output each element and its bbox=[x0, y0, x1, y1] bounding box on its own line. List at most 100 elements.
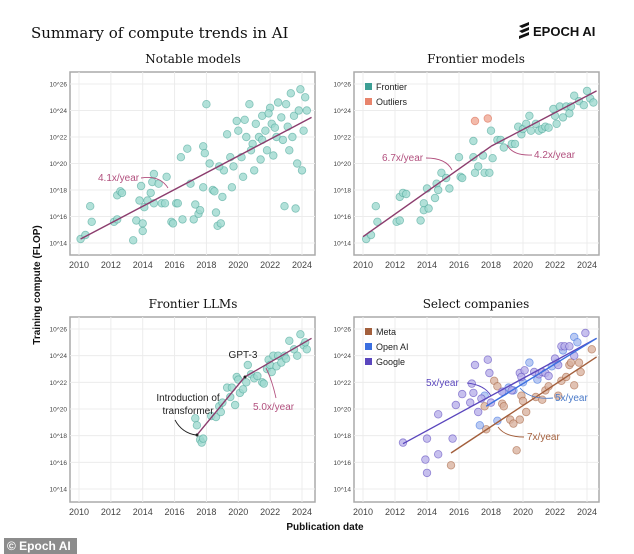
trend-line bbox=[244, 337, 312, 378]
data-point bbox=[261, 126, 270, 135]
data-point-frontier bbox=[454, 152, 464, 162]
figure-title: Summary of compute trends in AI bbox=[31, 24, 289, 42]
data-point-frontier bbox=[525, 111, 534, 120]
data-point bbox=[299, 126, 308, 135]
annotation-arrow bbox=[265, 367, 277, 399]
data-point bbox=[301, 93, 310, 102]
data-point bbox=[117, 188, 127, 198]
data-point-google bbox=[398, 438, 408, 447]
data-point bbox=[269, 151, 278, 160]
data-point bbox=[288, 132, 297, 142]
data-point-outliers bbox=[483, 114, 492, 123]
data-point-frontier bbox=[474, 162, 483, 171]
transformer-label: transformer bbox=[162, 406, 214, 417]
data-point-frontier bbox=[373, 217, 382, 226]
data-point-google bbox=[434, 450, 443, 459]
data-point bbox=[302, 345, 311, 354]
annotation-marker bbox=[243, 375, 247, 379]
data-point-frontier bbox=[430, 193, 440, 203]
data-point-meta bbox=[522, 407, 531, 417]
data-point bbox=[222, 130, 232, 139]
panel-title: Select companies bbox=[423, 297, 530, 311]
trend-line bbox=[196, 376, 246, 436]
trend-line bbox=[80, 116, 312, 240]
data-point bbox=[245, 99, 254, 109]
data-point-frontier bbox=[510, 139, 520, 149]
data-point-google bbox=[470, 360, 480, 370]
data-point bbox=[259, 379, 268, 388]
data-point-google bbox=[520, 366, 529, 375]
data-point bbox=[189, 215, 198, 224]
data-point bbox=[210, 187, 219, 196]
panel-title: Frontier LLMs bbox=[149, 297, 238, 311]
x-tick-label: 2010 bbox=[353, 507, 373, 517]
data-point-meta bbox=[446, 461, 456, 470]
trend-line bbox=[450, 356, 597, 454]
data-point-frontier bbox=[424, 204, 433, 213]
y-tick-label: 10^20 bbox=[49, 161, 67, 168]
x-tick-label: 2020 bbox=[513, 260, 533, 270]
trend-annotation: 4.1x/year bbox=[98, 173, 140, 184]
trend-annotation: 5x/year bbox=[426, 378, 459, 389]
x-tick-label: 2014 bbox=[133, 260, 153, 270]
annotation-arrow bbox=[174, 419, 197, 436]
trend-annotation: 6.7x/year bbox=[382, 153, 424, 164]
data-point-open-ai bbox=[493, 416, 502, 425]
x-tick-label: 2018 bbox=[481, 507, 501, 517]
data-point-frontier bbox=[486, 126, 496, 135]
x-tick-label: 2024 bbox=[577, 507, 597, 517]
x-tick-label: 2010 bbox=[69, 260, 89, 270]
x-tick-label: 2020 bbox=[228, 260, 248, 270]
x-tick-label: 2022 bbox=[260, 260, 280, 270]
data-point bbox=[178, 215, 187, 224]
x-tick-label: 2014 bbox=[417, 260, 437, 270]
data-point bbox=[296, 330, 305, 339]
legend-swatch-meta bbox=[365, 328, 372, 335]
data-point bbox=[230, 400, 240, 410]
data-point-meta bbox=[538, 395, 547, 404]
x-tick-label: 2024 bbox=[577, 260, 597, 270]
x-tick-label: 2016 bbox=[165, 507, 185, 517]
legend-label: Meta bbox=[376, 327, 396, 337]
data-point bbox=[243, 360, 252, 370]
annotation-arrow bbox=[497, 426, 525, 438]
data-point-meta bbox=[512, 446, 521, 455]
data-point bbox=[249, 166, 259, 175]
data-point-frontier bbox=[469, 136, 478, 146]
data-point bbox=[285, 146, 294, 155]
legend-swatch-frontier bbox=[365, 83, 372, 90]
x-tick-label: 2010 bbox=[69, 507, 89, 517]
data-point-frontier bbox=[544, 123, 553, 132]
data-point-google bbox=[469, 388, 478, 398]
data-point bbox=[149, 169, 159, 179]
panel-frontier-llms: Frontier LLMs 2010 2012 2014 2016 2018 2020 202… bbox=[49, 297, 316, 517]
x-tick-label: 2014 bbox=[133, 507, 153, 517]
data-point-google bbox=[474, 407, 483, 417]
data-point-google bbox=[422, 434, 432, 443]
data-point bbox=[198, 434, 208, 443]
data-point bbox=[218, 192, 227, 202]
data-point bbox=[293, 159, 302, 168]
y-tick-label: 10^24 bbox=[333, 353, 351, 360]
data-point-frontier bbox=[565, 109, 574, 118]
data-point-meta bbox=[480, 402, 489, 411]
y-tick-label: 10^26 bbox=[333, 327, 351, 334]
epoch-logo-icon bbox=[519, 22, 529, 39]
data-point bbox=[289, 111, 299, 120]
data-point-google bbox=[581, 328, 590, 338]
data-point bbox=[227, 183, 237, 192]
x-tick-label: 2024 bbox=[292, 507, 312, 517]
annotation-arrow bbox=[425, 157, 453, 171]
data-point-frontier bbox=[437, 168, 446, 177]
trend-annotation: 5.0x/year bbox=[253, 402, 295, 413]
data-point bbox=[195, 205, 205, 215]
data-point-outliers bbox=[470, 116, 480, 126]
x-tick-label: 2016 bbox=[449, 260, 469, 270]
data-point-meta bbox=[570, 381, 579, 390]
x-tick-label: 2018 bbox=[196, 260, 216, 270]
legend-swatch-outliers bbox=[365, 98, 372, 105]
data-point-frontier bbox=[371, 201, 380, 211]
data-point bbox=[297, 166, 307, 175]
y-tick-label: 10^24 bbox=[49, 108, 67, 115]
data-point-frontier bbox=[402, 189, 411, 199]
